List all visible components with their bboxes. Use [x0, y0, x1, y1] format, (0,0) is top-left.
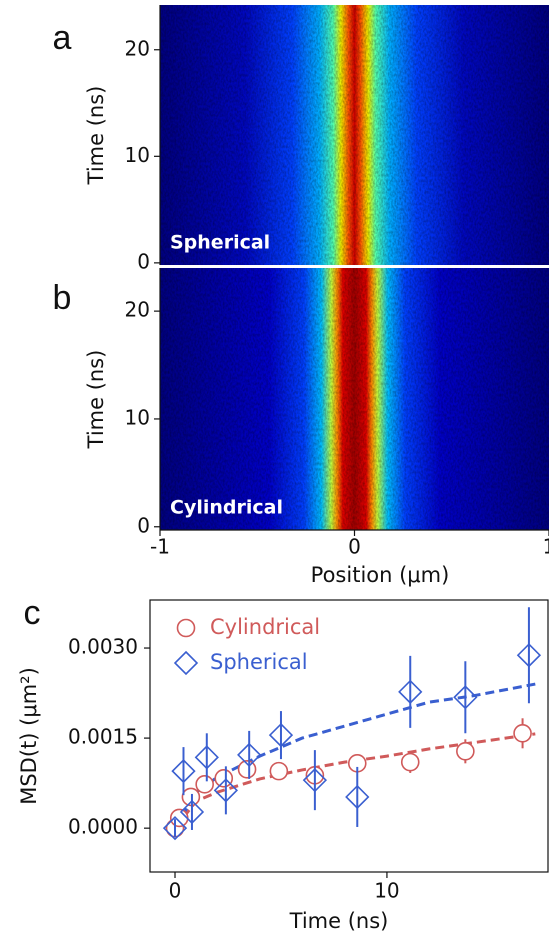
y-tick-label: 20 — [125, 36, 150, 60]
marker — [213, 778, 239, 803]
marker — [345, 784, 370, 810]
fit-line — [173, 682, 536, 829]
marker — [171, 758, 196, 784]
marker — [453, 685, 478, 710]
marker — [268, 722, 294, 748]
marker — [237, 760, 257, 779]
x-tick-label: 1 — [543, 535, 549, 559]
marker — [400, 752, 420, 772]
marker — [179, 799, 205, 825]
y-tick-label: 0.0000 — [68, 815, 138, 839]
plot-frame — [149, 599, 549, 873]
annotation: Spherical — [170, 232, 270, 254]
marker — [269, 761, 289, 781]
legend-label: Cylindrical — [210, 615, 320, 639]
y-tick-label: 0.0015 — [68, 725, 138, 749]
legend-marker — [176, 618, 196, 638]
y-tick-label: 10 — [125, 143, 150, 167]
x-tick-label: -1 — [150, 535, 170, 559]
marker — [398, 679, 423, 704]
y-tick-label: 0 — [137, 249, 150, 273]
y-tick-label: 0 — [137, 513, 150, 537]
y-tick-label: 10 — [125, 405, 150, 429]
fit-line — [173, 732, 536, 830]
panel-label: a — [53, 19, 72, 57]
legend-marker — [173, 650, 199, 676]
y-tick-label: 0.0030 — [68, 635, 138, 659]
x-tick-label: 0 — [169, 879, 182, 903]
x-tick-label: 0 — [348, 535, 361, 559]
panel-label: b — [53, 279, 72, 317]
marker — [237, 742, 262, 768]
y-axis-label: Time (ns) — [84, 86, 108, 186]
y-axis-label: Time (ns) — [84, 350, 108, 450]
x-axis-label: Position (μm) — [311, 563, 450, 587]
marker — [181, 787, 201, 807]
x-axis-label: Time (ns) — [289, 909, 389, 933]
legend-label: Spherical — [210, 650, 308, 674]
y-tick-label: 20 — [125, 298, 150, 322]
marker — [513, 723, 532, 743]
marker — [456, 742, 475, 761]
x-tick-label: 10 — [374, 879, 399, 903]
annotation: Cylindrical — [170, 497, 283, 519]
marker — [516, 643, 542, 668]
marker — [162, 816, 188, 841]
heatmap-noise — [160, 268, 549, 530]
marker — [194, 745, 219, 770]
heatmap-noise — [160, 5, 549, 265]
marker — [302, 768, 328, 793]
y-axis-label: MSD(t) (μm²) — [17, 667, 41, 805]
panel-label: c — [24, 594, 41, 632]
marker — [195, 775, 214, 794]
